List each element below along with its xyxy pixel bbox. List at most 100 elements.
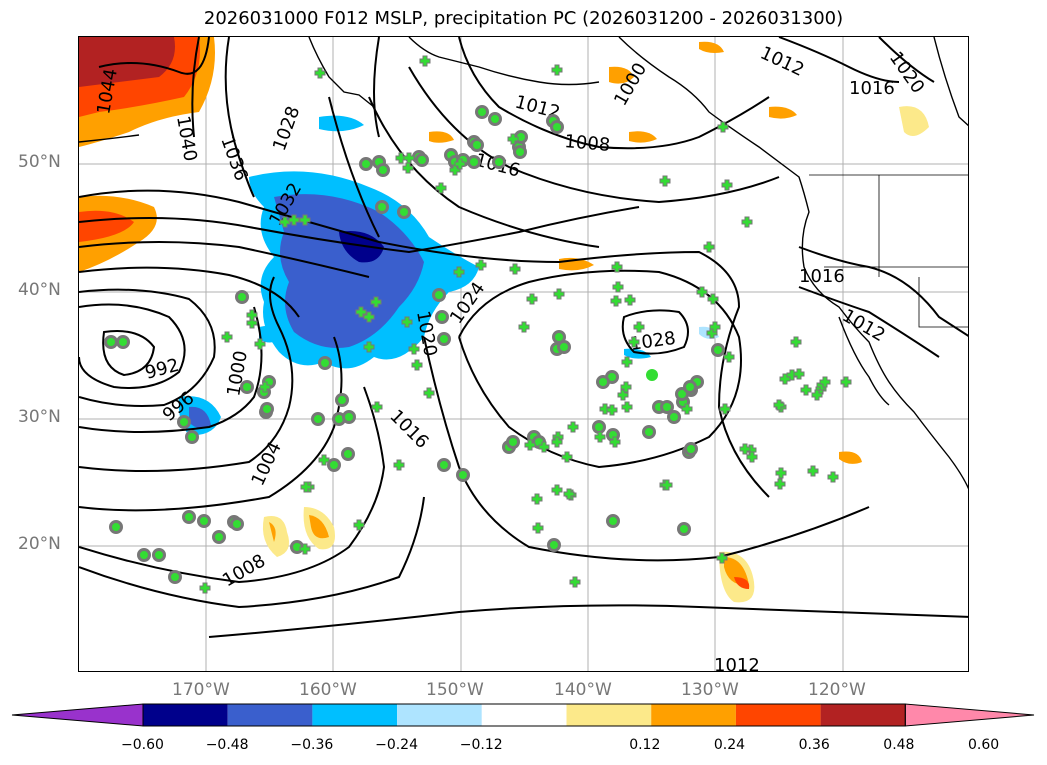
station-circle-marker (397, 205, 411, 219)
station-plus-marker (551, 484, 563, 496)
station-plus-marker (363, 311, 375, 323)
colorbar-extend-low (11, 703, 144, 727)
station-plus-marker (716, 552, 728, 564)
station-plus-marker (199, 582, 211, 594)
station-plus-marker (453, 266, 465, 278)
station-circle-marker (311, 412, 325, 426)
station-plus-marker (719, 403, 731, 415)
station-plus-marker (609, 436, 621, 448)
station-circle-marker (137, 548, 151, 562)
station-plus-marker (739, 443, 751, 455)
station-plus-marker (606, 404, 618, 416)
station-plus-marker (790, 336, 802, 348)
lon-label-140w: 140°W (554, 680, 612, 700)
lat-label-50n: 50°N (18, 152, 61, 172)
map-panel[interactable]: 1044 1040 1036 1032 1028 1024 1020 1016 … (78, 36, 969, 672)
station-plus-marker (288, 214, 300, 226)
station-plus-marker (746, 451, 758, 463)
station-circle-marker (470, 138, 484, 152)
colorbar-segments (11, 703, 1035, 727)
station-plus-marker (393, 459, 405, 471)
station-plus-marker (246, 309, 258, 321)
station-circle-marker (547, 538, 561, 552)
station-plus-marker (703, 241, 715, 253)
isobar-label: 1012 (714, 655, 760, 672)
colorbar-segment (397, 704, 482, 726)
station-plus-marker (371, 401, 383, 413)
station-circle-marker (684, 442, 698, 456)
lon-label-150w: 150°W (426, 680, 484, 700)
station-circle-marker (415, 153, 429, 167)
colorbar-tick-label: 0.12 (629, 737, 661, 753)
colorbar-tick-label: 0.36 (798, 737, 830, 753)
station-plus-marker (628, 336, 640, 348)
colorbar-segment (820, 704, 906, 726)
colorbar-segment (227, 704, 313, 726)
station-plus-marker (610, 295, 622, 307)
station-circle-marker (197, 514, 211, 528)
station-plus-marker (599, 403, 611, 415)
lon-label-160w: 160°W (299, 680, 357, 700)
station-circle-marker (212, 530, 226, 544)
lon-label-170w: 170°W (172, 680, 230, 700)
station-plus-marker (395, 152, 407, 164)
station-plus-marker (621, 401, 633, 413)
station-plus-marker (621, 356, 633, 368)
station-plus-marker (355, 306, 367, 318)
station-circle-marker (456, 468, 470, 482)
map-title: 2026031000 F012 MSLP, precipitation PC (… (203, 8, 844, 29)
isobar-label: 1016 (799, 266, 845, 287)
station-plus-marker (741, 216, 753, 228)
station-circle-marker (492, 155, 506, 169)
station-circle-marker (550, 120, 564, 134)
station-circle-marker (376, 163, 390, 177)
station-plus-marker (524, 439, 536, 451)
station-circle-marker (168, 570, 182, 584)
station-plus-marker (314, 67, 326, 79)
station-plus-marker (279, 216, 291, 228)
colorbar-tick-label: 0.60 (968, 737, 1000, 753)
colorbar-segment (312, 704, 398, 726)
station-plus-marker (567, 421, 579, 433)
station-plus-marker (411, 359, 423, 371)
station-circle-marker (230, 517, 244, 531)
station-plus-marker (551, 436, 563, 448)
station-plus-marker (532, 522, 544, 534)
station-plus-marker (661, 479, 673, 491)
station-plus-marker (259, 381, 271, 393)
station-circle-marker (109, 520, 123, 534)
station-plus-marker (717, 121, 729, 133)
colorbar-tick-label: −0.12 (459, 737, 503, 753)
station-plus-marker (594, 431, 606, 443)
station-plus-marker (435, 182, 447, 194)
isobar-label: 1008 (564, 131, 611, 156)
station-plus-marker (526, 293, 538, 305)
station-circle-marker (667, 410, 681, 424)
station-plus-marker (408, 343, 420, 355)
station-plus-marker (681, 403, 693, 415)
lat-label-40n: 40°N (18, 280, 61, 300)
station-plus-marker (840, 376, 852, 388)
station-plus-marker (819, 376, 831, 388)
isobar-label: 1016 (849, 78, 895, 99)
station-plus-marker (800, 384, 812, 396)
colorbar-tick-label: 0.24 (713, 737, 746, 753)
station-plus-marker (620, 381, 632, 393)
station-circle-marker (606, 514, 620, 528)
station-plus-marker (353, 519, 365, 531)
colorbar-extend-high (904, 703, 1035, 727)
station-circle-marker (185, 430, 199, 444)
lat-label-30n: 30°N (18, 407, 61, 427)
colorbar-tick-label: 0.48 (883, 737, 915, 753)
station-plus-marker (531, 493, 543, 505)
station-circle-marker (437, 458, 451, 472)
station-circle-marker (642, 425, 656, 439)
station-plus-marker (807, 465, 819, 477)
station-circle-marker (660, 400, 674, 414)
station-plus-marker (254, 338, 266, 350)
station-plus-marker (538, 441, 550, 453)
colorbar-segment (566, 704, 652, 726)
station-plus-marker (370, 296, 382, 308)
highlight-marker (646, 369, 658, 381)
